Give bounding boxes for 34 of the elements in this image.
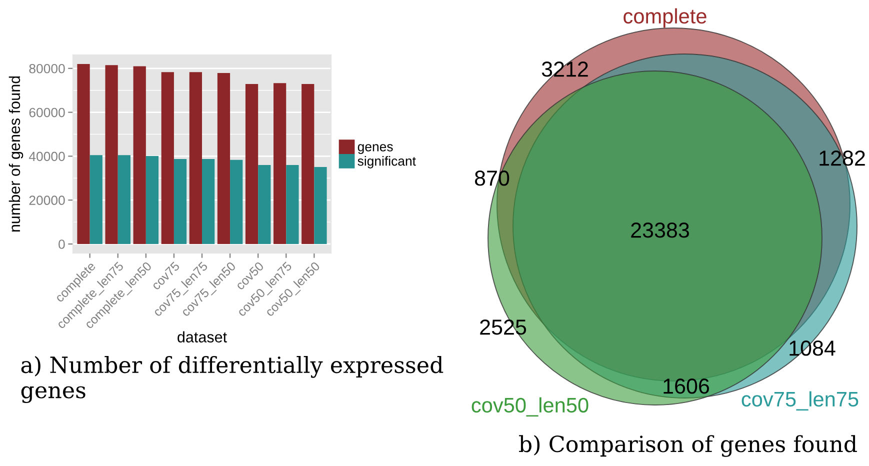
bar bbox=[189, 72, 202, 244]
bar bbox=[302, 84, 314, 244]
bar bbox=[105, 65, 118, 244]
x-axis-title: dataset bbox=[178, 331, 227, 343]
text: 1606 bbox=[664, 378, 709, 394]
bar bbox=[118, 155, 130, 244]
bar bbox=[202, 159, 215, 244]
y-tick-label: 20000 bbox=[29, 196, 65, 206]
bar bbox=[133, 66, 146, 244]
bar bbox=[77, 64, 90, 244]
bar bbox=[174, 159, 187, 244]
bar bbox=[230, 160, 243, 244]
text: 23383 bbox=[631, 222, 689, 238]
text: b) Comparison of genes found bbox=[519, 435, 857, 457]
bar bbox=[161, 72, 174, 244]
legend-label: significant bbox=[358, 156, 416, 168]
y-tick-label: 60000 bbox=[29, 108, 65, 118]
bar bbox=[245, 84, 258, 244]
bar bbox=[314, 166, 327, 244]
bar bbox=[90, 155, 102, 244]
y-tick-label: 0 bbox=[58, 240, 65, 249]
legend-label: cov75_len75 bbox=[742, 391, 858, 411]
text: a) Number of differentially expressed genes bbox=[21, 356, 444, 404]
y-axis-title: number of genes found bbox=[8, 76, 24, 232]
bar bbox=[286, 164, 299, 244]
bar bbox=[217, 73, 230, 244]
bar bbox=[146, 156, 159, 244]
bar bbox=[274, 83, 286, 244]
y-tick-label: 80000 bbox=[29, 64, 65, 74]
bar bbox=[258, 164, 271, 244]
y-tick-label: 40000 bbox=[28, 152, 65, 162]
legend-label: complete bbox=[624, 8, 706, 28]
legend-label: cov50_len50 bbox=[472, 397, 588, 417]
legend-label: genes bbox=[358, 144, 393, 154]
